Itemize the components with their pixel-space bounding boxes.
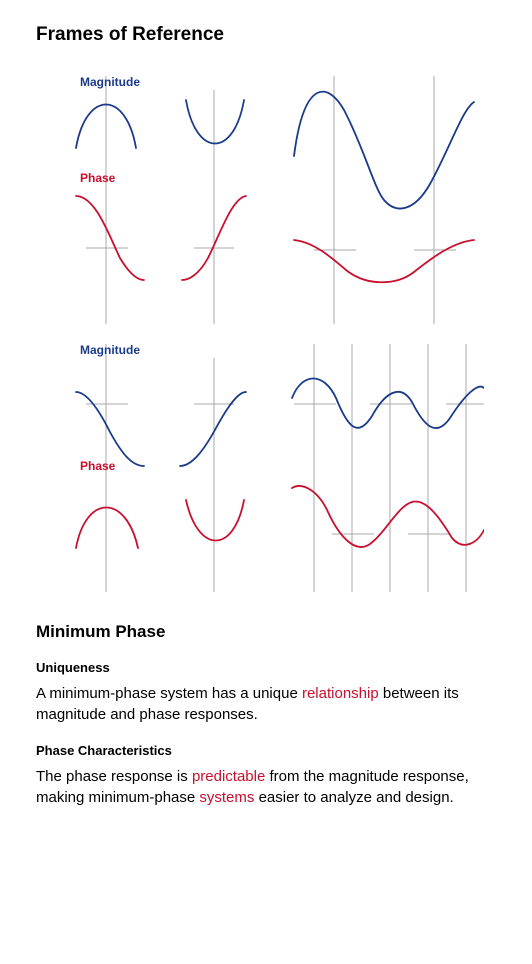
section-heading: Minimum Phase bbox=[36, 622, 496, 642]
magnitude-label: Magnitude bbox=[80, 343, 140, 357]
chart-row-1: Magnitude Phase bbox=[36, 70, 496, 330]
page-root: Frames of Reference Magnitude Phase Magni… bbox=[0, 0, 532, 856]
chart-row2-left: Magnitude Phase bbox=[36, 338, 256, 598]
phase-label: Phase bbox=[80, 459, 116, 473]
chart-row2-right bbox=[284, 338, 484, 598]
phase-label: Phase bbox=[80, 171, 116, 185]
highlight-word: relationship bbox=[302, 685, 379, 702]
chart-row-2: Magnitude Phase bbox=[36, 338, 496, 598]
paragraph-1: A minimum-phase system has a unique rela… bbox=[36, 683, 496, 725]
sub-heading-1: Uniqueness bbox=[36, 660, 496, 675]
paragraph-2: The phase response is predictable from t… bbox=[36, 766, 496, 808]
chart-row1-left: Magnitude Phase bbox=[36, 70, 256, 330]
main-title: Frames of Reference bbox=[36, 24, 496, 46]
highlight-word: systems bbox=[199, 789, 254, 806]
magnitude-label: Magnitude bbox=[80, 75, 140, 89]
sub-heading-2: Phase Characteristics bbox=[36, 743, 496, 758]
highlight-word: predictable bbox=[192, 768, 265, 785]
chart-row1-right bbox=[284, 70, 484, 330]
